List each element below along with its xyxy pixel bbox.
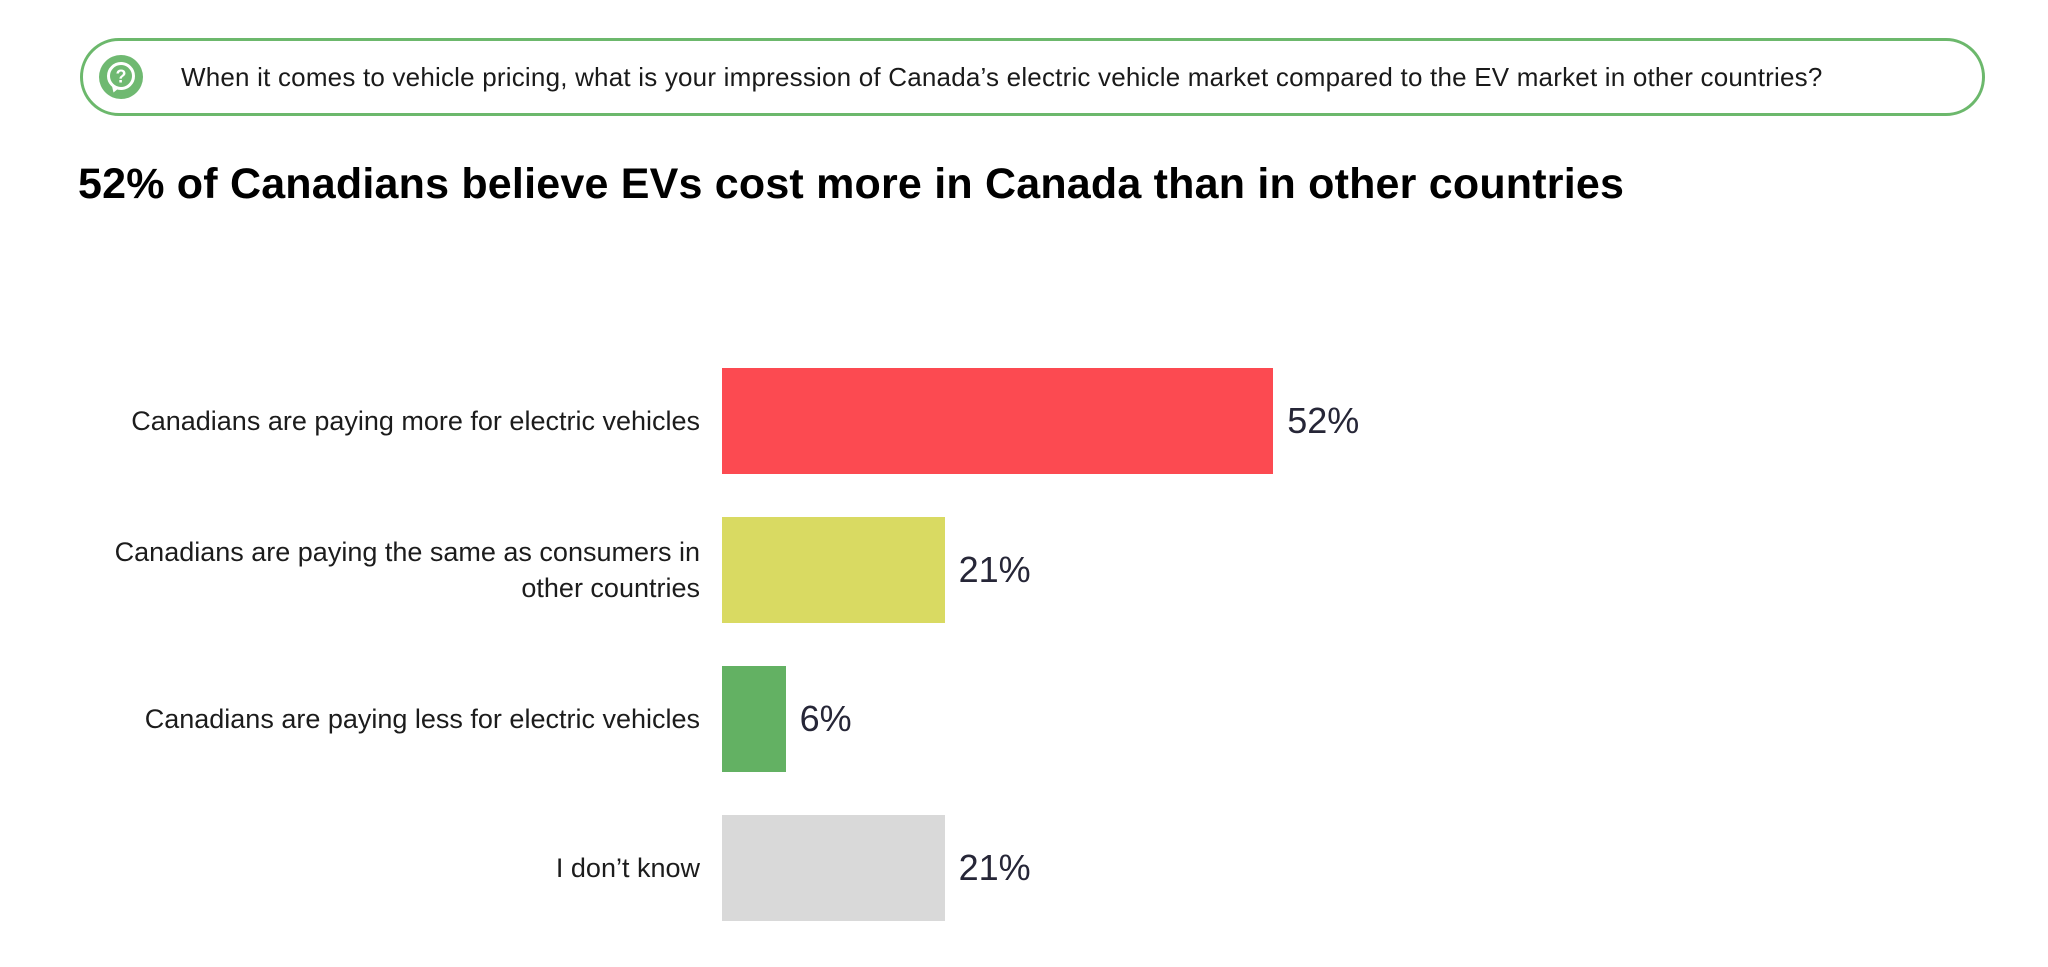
- value-label: 52%: [1287, 400, 1360, 441]
- bar-area: 6%: [722, 666, 852, 772]
- bar-area: 21%: [722, 517, 1031, 623]
- chart-row: Canadians are paying the same as consume…: [80, 517, 2048, 623]
- question-text: When it comes to vehicle pricing, what i…: [181, 61, 1823, 92]
- category-label: I don’t know: [555, 852, 700, 883]
- question-box: ? When it comes to vehicle pricing, what…: [80, 38, 1985, 116]
- question-bubble-icon: ?: [99, 55, 143, 99]
- chart-row: Canadians are paying more for electric v…: [80, 368, 2048, 474]
- bar-area: 52%: [722, 368, 1359, 474]
- bar-chart: Canadians are paying more for electric v…: [80, 368, 2048, 964]
- bar-dont-know: [722, 815, 945, 921]
- category-label: Canadians are paying the same as consume…: [114, 536, 700, 603]
- svg-text:?: ?: [116, 67, 127, 87]
- chart-row: Canadians are paying less for electric v…: [80, 666, 2048, 772]
- bar-paying-same: [722, 517, 945, 623]
- page-title: 52% of Canadians believe EVs cost more i…: [78, 160, 1625, 208]
- chart-row: I don’t know 21%: [80, 815, 2048, 921]
- value-label: 6%: [799, 698, 852, 739]
- bar-paying-less: [722, 666, 786, 772]
- value-label: 21%: [958, 847, 1031, 888]
- value-label: 21%: [958, 549, 1031, 590]
- category-label: Canadians are paying more for electric v…: [131, 405, 700, 436]
- bar-paying-more: [722, 368, 1274, 474]
- category-label: Canadians are paying less for electric v…: [144, 703, 700, 734]
- bar-area: 21%: [722, 815, 1031, 921]
